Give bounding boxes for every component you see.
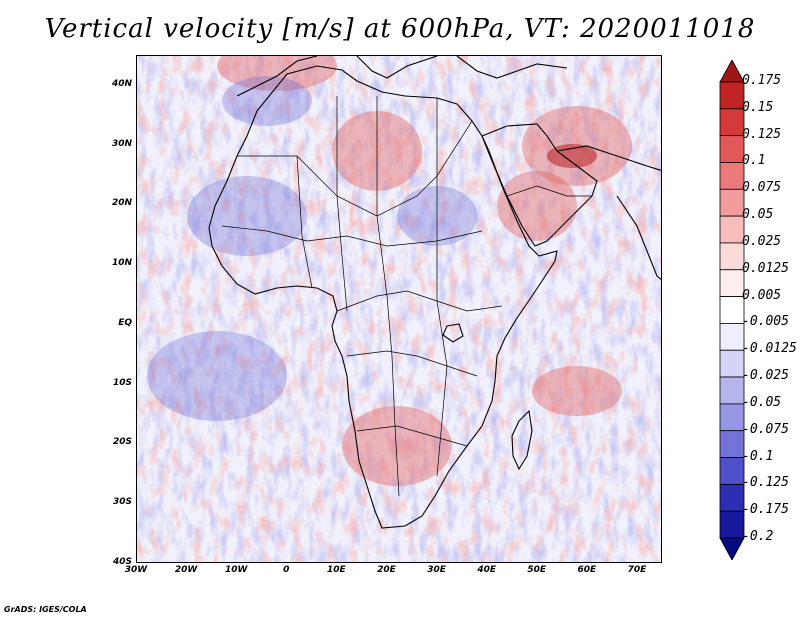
india-coastline (616, 195, 661, 281)
colorbar (719, 60, 745, 560)
colorbar-tick-label: -0.0125 (742, 341, 797, 357)
colorbar-swatch (719, 242, 745, 271)
latitude-label: EQ (118, 317, 132, 328)
indian-ocean-ascent-region (532, 366, 622, 416)
colorbar-swatch (719, 135, 745, 163)
colorbar-swatch (719, 162, 745, 190)
border-vertical-2 (376, 96, 400, 497)
colorbar-tick-label: -0.005 (742, 314, 789, 330)
colorbar-swatch (719, 376, 745, 405)
longitude-label: 10W (224, 565, 248, 575)
colorbar-tick-label: 0.175 (742, 73, 782, 88)
arabia-ascent-region (497, 171, 577, 241)
coastlines (208, 56, 661, 529)
africa-coastline (208, 65, 558, 529)
latitude-label: 30N (111, 138, 132, 149)
latitude-label: 30S (112, 497, 132, 508)
border-arabia (506, 185, 592, 197)
border-central (336, 290, 503, 312)
colorbar-tick-label: 0.125 (742, 126, 782, 142)
colorbar-swatch (719, 296, 745, 324)
colorbar-swatch (719, 457, 745, 485)
colorbar-swatch (719, 81, 745, 110)
ascending-motion-field (137, 56, 661, 562)
border-congo (346, 350, 478, 377)
colorbar-swatch (719, 483, 745, 512)
border-vertical-1 (296, 155, 313, 289)
iran-coastline (556, 145, 661, 171)
latitude-label: 10N (111, 258, 132, 269)
colorbar-tick-label: 0.0125 (742, 260, 789, 276)
colorbar-swatch (719, 269, 745, 297)
colorbar-tick-label: -0.125 (742, 475, 789, 491)
colorbar-swatch (719, 323, 745, 351)
colorbar-swatch (719, 349, 745, 378)
colorbar-max-arrow (719, 60, 745, 83)
colorbar-tick-label: -0.05 (742, 394, 782, 410)
colorbar-tick-label: 0.15 (742, 99, 774, 115)
europe-coastline (236, 56, 568, 97)
iran-core-region (547, 144, 597, 168)
lake-victoria (442, 323, 464, 343)
latitude-label: 40S (112, 557, 132, 567)
border-vertical-4 (336, 96, 348, 312)
chart-title: Vertical velocity [m/s] at 600hPa, VT: 2… (44, 14, 756, 44)
longitude-label: 70E (627, 565, 647, 575)
longitude-label: 10E (327, 565, 346, 575)
latitude-label: 40N (111, 78, 132, 89)
border-vertical-3 (436, 98, 448, 477)
colorbar-swatch (719, 188, 745, 217)
strong-descent-regions (147, 76, 477, 421)
longitude-label: 40E (477, 565, 496, 575)
colorbar-tick-label: -0.2 (742, 529, 774, 544)
credit-text: GrADS: IGES/COLA (4, 605, 87, 614)
map-frame (136, 55, 662, 563)
madagascar-coastline (511, 409, 533, 471)
longitude-label: 20W (174, 565, 198, 575)
colorbar-tick-label: 0.025 (742, 233, 782, 249)
atlantic-descent-region (147, 331, 287, 421)
longitude-label: 30W (124, 565, 148, 575)
mediterranean-ascent-region (217, 56, 337, 91)
colorbar-tick-label: 0.005 (742, 287, 782, 303)
colorbar-tick-label: 0.05 (742, 207, 774, 223)
colorbar-swatch (719, 403, 745, 432)
southern-africa-ascent-region (342, 406, 452, 486)
colorbar-tick-label: -0.1 (742, 448, 774, 464)
colorbar-swatch (719, 215, 745, 244)
latitude-label: 20S (112, 437, 132, 448)
sahara-descent-region (187, 176, 307, 256)
colorbar-tick-label: 0.1 (742, 153, 766, 169)
longitude-label: 50E (527, 565, 547, 575)
colorbar-tick-label: -0.075 (742, 421, 789, 437)
colorbar-min-arrow (719, 537, 745, 560)
latitude-label: 20N (111, 198, 132, 209)
border-south (356, 425, 468, 447)
longitude-label: 30E (427, 565, 446, 575)
maghreb-descent-region (222, 76, 312, 126)
latitude-label: 10S (112, 377, 132, 388)
colorbar-tick-label: -0.025 (742, 368, 789, 384)
longitude-label: 60E (577, 565, 597, 575)
colorbar-swatch (719, 510, 745, 539)
colorbar-swatch (719, 430, 745, 458)
longitude-label: 20E (377, 565, 396, 575)
map-canvas (137, 56, 661, 562)
longitude-label: 0 (283, 565, 290, 575)
colorbar-tick-label: -0.175 (742, 502, 789, 518)
colorbar-tick-label: 0.075 (742, 180, 782, 196)
colorbar-swatch (719, 108, 745, 137)
country-borders (221, 96, 592, 497)
